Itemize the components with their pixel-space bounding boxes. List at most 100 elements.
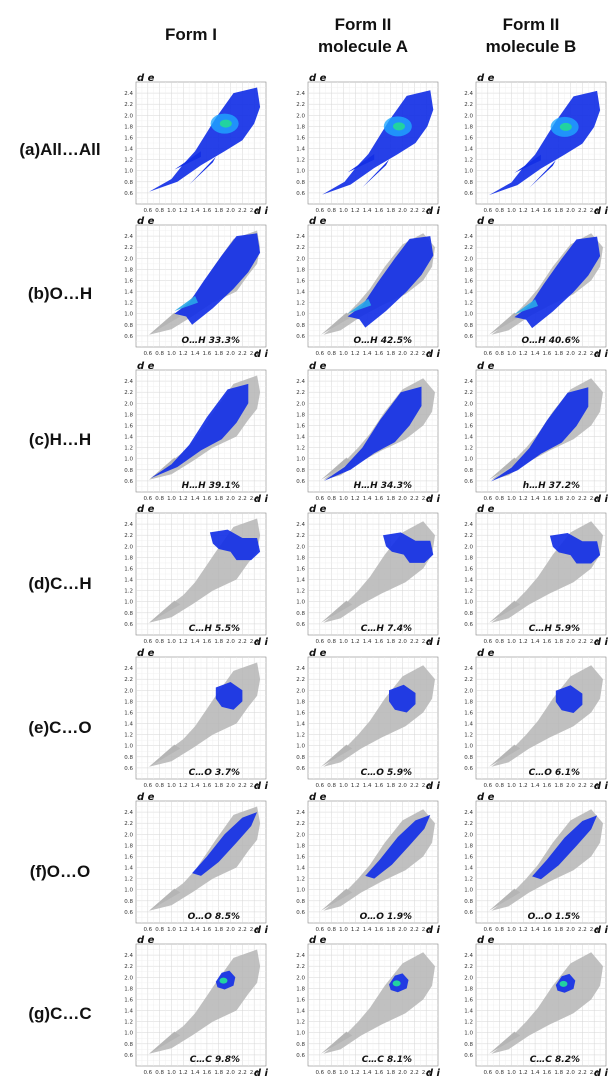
x-axis-label: d i (594, 206, 609, 217)
y-tick-label: 0.6 (296, 1053, 305, 1059)
y-tick-label: 1.2 (464, 877, 473, 883)
y-tick-label: 2.4 (296, 810, 305, 816)
x-tick-label: 2.4 (590, 783, 599, 789)
y-tick-label: 2.2 (124, 245, 133, 251)
y-tick-label: 1.0 (464, 169, 473, 175)
y-tick-label: 2.2 (464, 964, 473, 970)
y-tick-label: 1.6 (296, 278, 305, 284)
contact-highlight-region (149, 87, 261, 192)
y-tick-label: 2.0 (464, 544, 473, 550)
y-tick-label: 2.4 (464, 522, 473, 528)
x-tick-label: 0.6 (315, 208, 324, 214)
x-tick-label: 1.2 (351, 927, 360, 933)
y-tick-label: 1.0 (464, 600, 473, 606)
y-tick-label: 0.6 (296, 910, 305, 916)
x-tick-label: 1.0 (167, 208, 176, 214)
x-tick-label: 1.6 (203, 927, 212, 933)
x-tick-label: 1.8 (554, 496, 563, 502)
y-tick-label: 0.8 (464, 323, 473, 329)
x-tick-label: 0.8 (495, 208, 504, 214)
fingerprint-svg: 0.6 0.8 1.0 1.2 1.4 1.6 1.8 2.0 2.2 2.40.60.81.01… (296, 73, 440, 217)
x-tick-label: 1.6 (203, 783, 212, 789)
y-tick-label: 1.4 (296, 147, 305, 153)
x-tick-label: 1.4 (191, 927, 200, 933)
y-tick-label: 1.8 (464, 699, 473, 705)
row-label-o-o: (f)O…O (29, 862, 91, 881)
y-tick-label: 2.0 (124, 975, 133, 981)
x-tick-label: 0.8 (495, 496, 504, 502)
y-tick-label: 1.4 (296, 866, 305, 872)
x-tick-label: 1.4 (363, 351, 372, 357)
contact-spike (174, 151, 201, 170)
contact-percentage: C…C 8.1% (362, 1055, 412, 1065)
fingerprint-svg: 0.6 0.8 1.0 1.2 1.4 1.6 1.8 2.0 2.2 2.40.60.81.01… (124, 935, 268, 1079)
x-tick-label: 1.6 (203, 1070, 212, 1076)
y-tick-label: 1.0 (296, 888, 305, 894)
y-tick-label: 0.8 (296, 1042, 305, 1048)
x-tick-label: 2.4 (590, 639, 599, 645)
y-tick-label: 1.0 (296, 600, 305, 606)
y-tick-label: 1.2 (296, 589, 305, 595)
y-tick-label: 2.2 (296, 245, 305, 251)
x-tick-label: 2.0 (226, 351, 235, 357)
x-axis-label: d i (426, 925, 441, 936)
row-label-o-h: (b)O…H (27, 284, 93, 303)
y-tick-label: 1.2 (464, 301, 473, 307)
y-tick-label: 1.6 (124, 278, 133, 284)
y-tick-label: 1.2 (464, 589, 473, 595)
x-axis-label: d i (594, 494, 609, 505)
y-tick-label: 0.8 (124, 899, 133, 905)
y-tick-label: 2.2 (296, 102, 305, 108)
y-tick-label: 1.8 (124, 124, 133, 130)
fingerprint-plot: 0.6 0.8 1.0 1.2 1.4 1.6 1.8 2.0 2.2 2.4 0.6 0.8 1.0 1… (284, 215, 446, 363)
x-tick-label: 0.8 (155, 927, 164, 933)
x-tick-label: 1.2 (519, 1070, 528, 1076)
x-tick-label: 2.2 (238, 496, 247, 502)
x-tick-label: 1.0 (507, 496, 516, 502)
x-tick-label: 1.4 (191, 1070, 200, 1076)
y-tick-label: 1.6 (124, 997, 133, 1003)
x-tick-label: 1.4 (363, 208, 372, 214)
x-tick-label: 0.8 (495, 783, 504, 789)
x-tick-label: 2.0 (566, 496, 575, 502)
y-tick-label: 1.0 (296, 1031, 305, 1037)
fingerprint-plot: 0.6 0.8 1.0 1.2 1.4 1.6 1.8 2.0 2.2 2.4 0.6 0.8 1.0 1… (112, 791, 274, 939)
y-tick-label: 2.4 (124, 666, 133, 672)
y-tick-label: 0.6 (464, 334, 473, 340)
x-tick-label: 2.2 (238, 639, 247, 645)
x-tick-label: 1.2 (519, 208, 528, 214)
x-tick-label: 2.0 (398, 1070, 407, 1076)
x-tick-label: 1.4 (191, 639, 200, 645)
y-tick-label: 1.8 (124, 267, 133, 273)
x-tick-label: 1.8 (386, 351, 395, 357)
y-tick-label: 1.8 (296, 412, 305, 418)
contact-spike (174, 296, 198, 311)
x-tick-label: 1.0 (507, 208, 516, 214)
x-tick-label: 2.4 (422, 351, 431, 357)
background-spike (489, 457, 521, 480)
x-tick-label: 2.4 (590, 351, 599, 357)
y-tick-label: 1.6 (464, 997, 473, 1003)
y-tick-label: 1.6 (296, 135, 305, 141)
y-tick-label: 2.0 (124, 401, 133, 407)
y-axis-label: d e (137, 73, 155, 84)
column-header-form-ii-b: Form II molecule B (450, 14, 612, 58)
x-axis-label: d i (426, 494, 441, 505)
x-tick-label: 1.2 (351, 1070, 360, 1076)
x-tick-label: 2.0 (566, 208, 575, 214)
x-tick-label: 1.4 (531, 639, 540, 645)
fingerprint-svg: 0.6 0.8 1.0 1.2 1.4 1.6 1.8 2.0 2.2 2.40.60.81.01… (296, 504, 440, 648)
fingerprint-plot: 0.6 0.8 1.0 1.2 1.4 1.6 1.8 2.0 2.2 2.4 0.6 0.8 1.0 1… (112, 934, 274, 1082)
x-tick-label: 2.4 (422, 639, 431, 645)
y-tick-label: 1.6 (124, 566, 133, 572)
fingerprint-svg: 0.6 0.8 1.0 1.2 1.4 1.6 1.8 2.0 2.2 2.40.60.81.01… (124, 361, 268, 505)
x-tick-label: 2.2 (238, 1070, 247, 1076)
x-axis-label: d i (426, 349, 441, 360)
fingerprint-svg: 0.6 0.8 1.0 1.2 1.4 1.6 1.8 2.0 2.2 2.40.60.81.01… (124, 648, 268, 792)
y-tick-label: 1.2 (296, 877, 305, 883)
x-tick-label: 0.6 (483, 639, 492, 645)
fingerprint-plot: 0.6 0.8 1.0 1.2 1.4 1.6 1.8 2.0 2.2 2.4 0.6 0.8 1.0 1… (452, 215, 614, 363)
y-tick-label: 2.4 (124, 810, 133, 816)
column-header-line1: Form II (502, 15, 560, 34)
x-tick-label: 1.4 (191, 208, 200, 214)
